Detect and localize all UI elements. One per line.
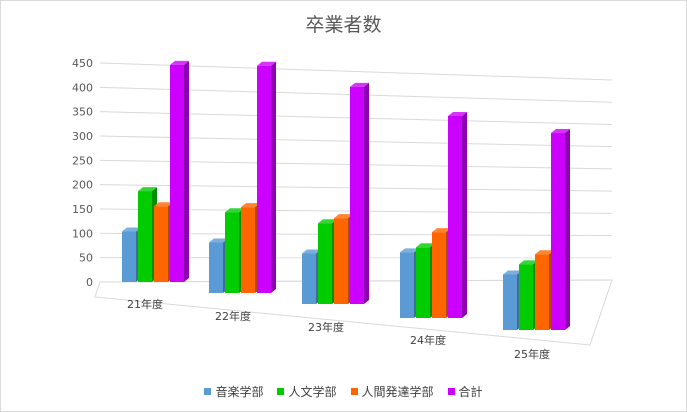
bar-top — [400, 248, 419, 253]
bar — [350, 86, 364, 304]
bar-side — [364, 82, 369, 304]
bar-side — [271, 61, 276, 293]
bar-top — [334, 214, 353, 219]
bar — [302, 253, 316, 304]
bar — [432, 232, 446, 318]
bar-top — [170, 60, 189, 65]
bar-top — [318, 219, 337, 224]
legend-item: 人文学部 — [277, 383, 337, 400]
legend-swatch — [204, 388, 212, 395]
bar-top — [257, 61, 276, 66]
chart-title: 卒業者数 — [305, 14, 382, 36]
x-tick-label: 21年度 — [127, 297, 163, 311]
y-tick-label: 400 — [72, 81, 93, 94]
bar-top — [241, 203, 260, 208]
bar-top — [350, 82, 369, 87]
bar — [318, 223, 332, 304]
bar — [209, 242, 223, 293]
x-tick-label: 22年度 — [215, 309, 251, 323]
bar-top — [551, 129, 570, 134]
bar-top — [503, 270, 522, 275]
bar-side — [184, 60, 189, 282]
bar-side — [462, 112, 467, 318]
bar-top — [416, 243, 435, 248]
bar — [334, 218, 348, 304]
legend-swatch — [350, 388, 358, 395]
y-tick-label: 250 — [72, 154, 93, 167]
bar — [551, 133, 565, 330]
y-tick-label: 450 — [72, 57, 93, 70]
legend-item: 人間発達学部 — [350, 383, 434, 400]
bar-top — [535, 250, 554, 255]
legend-label: 人文学部 — [288, 385, 337, 399]
bar-top — [122, 227, 141, 232]
bar — [241, 207, 255, 293]
bar — [122, 231, 136, 282]
bar-side — [565, 129, 570, 330]
legend-item: 合計 — [447, 383, 483, 400]
bar-top — [432, 228, 451, 233]
y-tick-label: 0 — [86, 276, 93, 289]
x-tick-label: 23年度 — [308, 320, 344, 334]
y-tick-label: 200 — [72, 179, 93, 192]
bar — [400, 252, 414, 318]
y-tick-label: 300 — [72, 130, 93, 143]
bar-top — [448, 112, 467, 116]
legend-label: 音楽学部 — [215, 385, 264, 399]
y-tick-label: 100 — [72, 227, 93, 240]
y-tick-label: 350 — [72, 106, 93, 119]
bar — [535, 254, 549, 330]
bar-top — [154, 202, 173, 207]
legend: 音楽学部 人文学部 人間発達学部 合計 — [0, 383, 687, 400]
bar — [138, 191, 152, 282]
bar — [519, 264, 533, 330]
bar — [225, 212, 239, 293]
legend-item: 音楽学部 — [204, 383, 263, 400]
bar-top — [138, 187, 157, 192]
bar — [154, 206, 168, 282]
legend-label: 合計 — [458, 385, 483, 399]
bar — [416, 247, 430, 318]
legend-swatch — [277, 388, 285, 395]
bar-top — [225, 208, 244, 213]
x-tick-label: 24年度 — [410, 333, 446, 347]
bar — [257, 65, 271, 293]
y-tick-label: 50 — [79, 252, 93, 265]
bar-top — [302, 249, 321, 254]
y-tick-label: 150 — [72, 203, 93, 216]
bar — [448, 116, 462, 318]
bar — [170, 64, 184, 282]
legend-swatch — [447, 388, 455, 395]
bar — [503, 274, 517, 330]
legend-label: 人間発達学部 — [361, 385, 434, 399]
bar-top — [519, 260, 538, 265]
bar-top — [209, 238, 228, 243]
x-tick-label: 25年度 — [514, 347, 550, 361]
